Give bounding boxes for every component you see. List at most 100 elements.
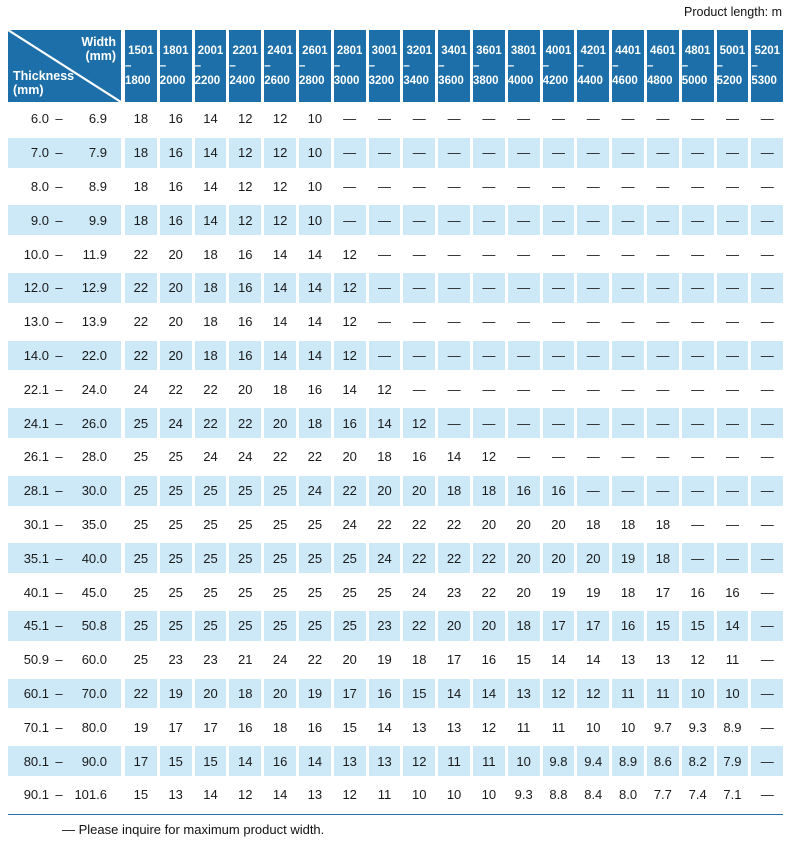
- value-cell: 14: [368, 406, 401, 440]
- value-cell-dash: —: [447, 246, 461, 262]
- value-cell-dash: —: [751, 135, 784, 170]
- value-cell: 19: [586, 584, 601, 600]
- value-cell-dash: —: [725, 314, 739, 330]
- value-cell-dash: —: [412, 246, 426, 262]
- width-range-from: 4801: [684, 44, 711, 57]
- value-cell: 25: [133, 449, 149, 465]
- width-column-header-9: 3201 –3400: [403, 30, 436, 102]
- value-cell: 12: [542, 676, 575, 711]
- value-cell: 8.0: [619, 787, 638, 803]
- value-cell: 19: [377, 652, 392, 668]
- footnote-divider: [8, 814, 783, 815]
- value-cell: 14: [307, 246, 323, 262]
- value-cell: 12: [229, 203, 262, 238]
- value-cell-dash: —: [412, 178, 426, 194]
- table-row: 24.1–26.0 25 24 22 22 20 18 16 14 12— — — — — — — — — —: [8, 406, 784, 440]
- value-cell: 12: [264, 203, 296, 238]
- value-cell: 16: [229, 270, 262, 305]
- row-values: 18 16 14 12 12 10— — — — — — — — — — — — —: [125, 170, 783, 204]
- thickness-range-cell: 22.1– 24.0: [8, 372, 121, 406]
- value-cell: 13: [307, 787, 323, 803]
- value-cell-dash: —: [403, 338, 436, 373]
- width-range-from: 3201: [406, 44, 433, 57]
- value-cell: 21: [238, 652, 253, 668]
- value-cell: 12: [333, 270, 366, 305]
- thickness-max: 8.9: [88, 178, 107, 194]
- value-cell-dash: —: [577, 338, 610, 373]
- value-cell: 12: [264, 135, 296, 170]
- value-cell-dash: —: [691, 314, 705, 330]
- value-cell: 25: [159, 473, 192, 508]
- table-row: 14.0–22.0 22 20 18 16 14 14 12— — — — — — — — — — — —: [8, 338, 784, 373]
- value-cell: 15: [159, 744, 192, 778]
- row-values: 18 16 14 12 12 10— — — — — — — — — — — — —: [125, 135, 784, 170]
- value-cell: 22: [125, 676, 157, 711]
- value-cell: 18: [203, 314, 218, 330]
- value-cell-dash: —: [482, 246, 496, 262]
- value-cell-dash: —: [621, 381, 635, 397]
- value-cell: 14: [203, 178, 218, 194]
- value-cell: 14: [272, 787, 288, 803]
- value-cell: 14: [342, 381, 357, 397]
- row-values: 25 24 22 22 20 18 16 14 12— — — — — — — — — —: [125, 406, 784, 440]
- value-cell: 24: [342, 516, 357, 532]
- value-cell: 24: [272, 652, 288, 668]
- value-cell: 19: [159, 676, 192, 711]
- thickness-range-cell: 50.9– 60.0: [8, 643, 121, 677]
- value-cell: 7.1: [723, 787, 742, 803]
- value-cell: 22: [472, 541, 505, 576]
- width-range-to: –2000: [159, 59, 186, 87]
- thickness-range-cell: 70.1– 80.0: [8, 710, 121, 744]
- value-cell-dash: —: [751, 541, 784, 576]
- width-range-to: –3400: [403, 59, 429, 87]
- row-values: 22 20 18 16 14 14 12 — — — — — — — — — — — —: [125, 305, 783, 339]
- value-cell: 23: [368, 608, 401, 643]
- range-dash: –: [55, 347, 63, 363]
- value-cell-dash: —: [681, 203, 714, 238]
- thickness-range-cell: 24.1– 26.0: [8, 406, 121, 440]
- value-cell: 12: [272, 178, 288, 194]
- value-cell: 22: [203, 381, 218, 397]
- value-cell-dash: —: [333, 135, 366, 170]
- value-cell-dash: —: [760, 178, 774, 194]
- value-cell: 17: [577, 608, 610, 643]
- width-range-from: 3001: [371, 44, 398, 57]
- width-column-header-13: 4001 –4200: [542, 30, 575, 102]
- value-cell: 25: [333, 608, 366, 643]
- table-row: 35.1–40.0 25 25 25 25 25 25 25 24 22 22 22 20 20 20 19 1…: [8, 541, 784, 576]
- value-cell-dash: —: [542, 135, 575, 170]
- value-cell-dash: —: [586, 246, 600, 262]
- value-cell-dash: —: [507, 338, 540, 373]
- footnote: — Please inquire for maximum product wid…: [62, 822, 325, 837]
- value-cell-dash: —: [716, 338, 749, 373]
- table-header-row: Width (mm) Thickness (mm) 1501 –1800 1801–…: [8, 30, 784, 102]
- thickness-max: 12.9: [81, 280, 107, 296]
- table-body: 6.0–6.9 18 16 14 12 12 10— — — — — — — — — — — — —7.0–7.9 1…: [8, 102, 784, 812]
- value-cell-dash: —: [646, 270, 679, 305]
- value-cell-dash: —: [517, 111, 531, 127]
- value-cell: 9.3: [688, 719, 707, 735]
- value-cell: 25: [168, 584, 183, 600]
- value-cell: 25: [264, 541, 296, 576]
- width-column-header-15: 4401 –4600: [612, 30, 644, 102]
- thickness-max: 90.0: [81, 753, 107, 769]
- width-column-header-5: 2401 –2600: [264, 30, 296, 102]
- value-cell: 12: [342, 246, 357, 262]
- table-row: 6.0– 6.9 18 16 14 12 12 10 — — — — — — — — — — — — —: [8, 102, 783, 136]
- value-cell-dash: —: [551, 449, 565, 465]
- value-cell: 14: [446, 449, 462, 465]
- thickness-max: 13.9: [81, 314, 107, 330]
- value-cell: 25: [377, 584, 392, 600]
- row-values: 25 25 25 25 25 25 25 24 22 22 22 20 20 20 19 18— — —: [125, 541, 784, 576]
- value-cell: 14: [377, 719, 392, 735]
- value-cell-dash: —: [586, 314, 600, 330]
- thickness-max: 80.0: [81, 719, 107, 735]
- width-column-header-17: 4801 –5000: [681, 30, 714, 102]
- value-cell-dash: —: [368, 135, 401, 170]
- value-cell: 20: [516, 584, 531, 600]
- value-cell-dash: —: [760, 652, 774, 668]
- row-values: 25 25 24 24 22 22 20 18 16 14 12 — — — — — — — —: [125, 440, 783, 474]
- thickness-min: 26.1: [23, 449, 49, 465]
- value-cell: 19: [551, 584, 566, 600]
- value-cell: 19: [612, 541, 644, 576]
